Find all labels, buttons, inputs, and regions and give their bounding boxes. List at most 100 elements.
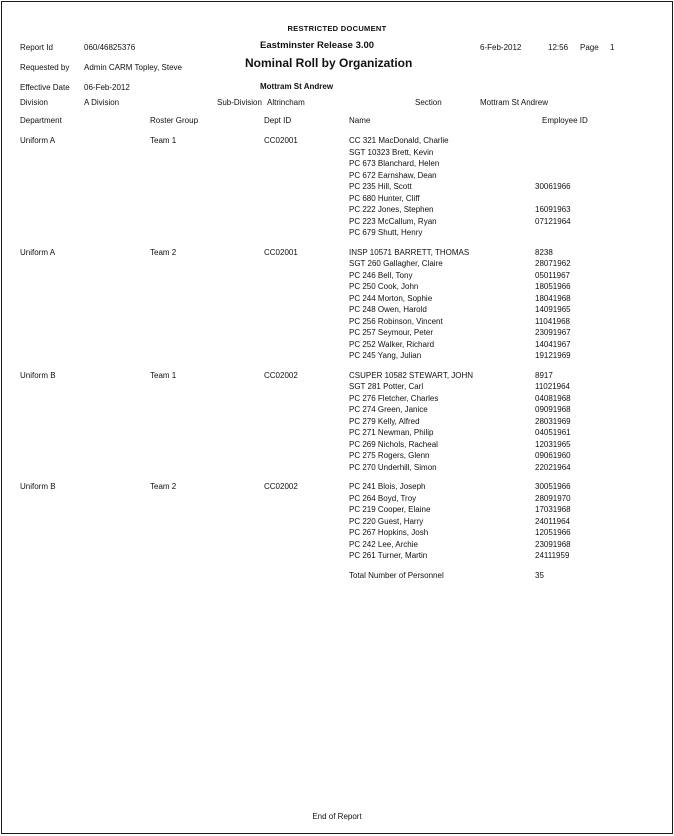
table-row: PC 269 Nichols, Racheal 12031965 xyxy=(2,440,672,452)
name-cell: CC 321 MacDonald, Charlie xyxy=(349,136,449,145)
table-row: PC 245 Yang, Julian 19121969 xyxy=(2,351,672,363)
name-cell: SGT 10323 Brett, Kevin xyxy=(349,147,434,157)
employee-id-cell: 05011967 xyxy=(535,270,570,280)
total-row: Total Number of Personnel 35 xyxy=(2,571,672,583)
employee-id-cell: 24111959 xyxy=(535,551,570,560)
section-value: Mottram St Andrew xyxy=(480,98,549,107)
name-cell: PC 246 Bell, Tony xyxy=(349,270,413,280)
table-row: PC 679 Shutt, Henry xyxy=(2,228,672,240)
employee-id-cell: 28031969 xyxy=(535,416,571,426)
name-cell: PC 222 Jones, Stephen xyxy=(349,205,434,214)
table-row: PC 242 Lee, Archie 23091968 xyxy=(2,540,672,552)
table-row: PC 223 McCallum, Ryan 07121964 xyxy=(2,217,672,229)
name-cell: PC 276 Fletcher, Charles xyxy=(349,393,439,403)
division-label: Division xyxy=(20,98,49,107)
requested-by-label: Requested by xyxy=(20,63,70,72)
roster-group-cell: Team 1 xyxy=(150,370,177,380)
table-row: Uniform B Team 2 CC02002 PC 241 Blois, Jose… xyxy=(2,482,672,494)
table-row: PC 261 Turner, Martin 24111959 xyxy=(2,551,672,563)
name-cell: PC 673 Blanchard, Helen xyxy=(349,159,440,168)
sub-division-label: Sub-Division xyxy=(217,98,262,107)
employee-id-cell: 19121969 xyxy=(535,351,571,360)
name-cell: PC 679 Shutt, Henry xyxy=(349,228,423,237)
employee-id-cell: 14091965 xyxy=(535,305,571,314)
department-cell: Uniform B xyxy=(20,482,56,491)
name-cell: CSUPER 10582 STEWART, JOHN xyxy=(349,370,474,380)
report-table: Uniform A Team 1 CC02001 CC 321 MacDonald, … xyxy=(2,136,672,582)
personnel-groups: Uniform A Team 1 CC02001 CC 321 MacDonald, … xyxy=(2,136,672,563)
table-row: PC 680 Hunter, Cliff xyxy=(2,194,672,206)
table-row: PC 222 Jones, Stephen 16091963 xyxy=(2,205,672,217)
employee-id-cell: 18041968 xyxy=(535,293,571,303)
employee-id-cell: 22021964 xyxy=(535,462,571,472)
table-row: SGT 281 Potter, Carl 11021964 xyxy=(2,382,672,394)
name-cell: PC 275 Rogers, Glenn xyxy=(349,451,430,460)
employee-id-cell: 14041967 xyxy=(535,339,571,349)
employee-id-cell: 28071962 xyxy=(535,259,571,268)
name-cell: PC 250 Cook, John xyxy=(349,282,419,291)
table-row: Uniform B Team 1 CC02002 CSUPER 10582 STEWA… xyxy=(2,371,672,383)
table-row: Uniform A Team 2 CC02001 INSP 10571 BARRETT… xyxy=(2,248,672,260)
employee-id-cell: 16091963 xyxy=(535,205,571,214)
name-cell: PC 257 Seymour, Peter xyxy=(349,328,434,337)
page-number: 1 xyxy=(610,43,615,52)
table-row: PC 270 Underhill, Simon 22021964 xyxy=(2,463,672,475)
col-header-dept-id: Dept ID xyxy=(264,116,292,125)
section-label: Section xyxy=(415,98,442,107)
name-cell: PC 256 Robinson, Vincent xyxy=(349,316,443,326)
name-cell: PC 219 Cooper, Elaine xyxy=(349,505,431,514)
department-cell: Uniform A xyxy=(20,247,56,257)
personnel-group: Uniform B Team 1 CC02002 CSUPER 10582 STEWA… xyxy=(2,371,672,475)
name-cell: PC 220 Guest, Harry xyxy=(349,516,424,526)
employee-id-cell: 12031965 xyxy=(535,439,571,449)
name-cell: INSP 10571 BARRETT, THOMAS xyxy=(349,247,470,257)
name-cell: PC 271 Newman, Philip xyxy=(349,428,434,437)
department-cell: Uniform A xyxy=(20,136,56,145)
table-row: PC 673 Blanchard, Helen xyxy=(2,159,672,171)
col-header-roster-group: Roster Group xyxy=(150,116,199,125)
page-label: Page xyxy=(580,43,599,52)
dept-id-cell: CC02001 xyxy=(264,247,298,257)
name-cell: PC 223 McCallum, Ryan xyxy=(349,216,437,226)
roster-group-cell: Team 2 xyxy=(150,247,177,257)
employee-id-cell: 23091967 xyxy=(535,328,571,337)
roster-group-cell: Team 1 xyxy=(150,136,177,145)
report-id-label: Report Id xyxy=(20,43,53,52)
dept-id-cell: CC02001 xyxy=(264,136,298,145)
employee-id-cell: 8238 xyxy=(535,247,553,257)
name-cell: PC 269 Nichols, Racheal xyxy=(349,439,438,449)
end-of-report: End of Report xyxy=(312,812,362,821)
division-value: A Division xyxy=(84,98,120,107)
table-row: PC 256 Robinson, Vincent 11041968 xyxy=(2,317,672,329)
table-row: PC 275 Rogers, Glenn 09061960 xyxy=(2,451,672,463)
report-id-value: 060/46825376 xyxy=(84,43,136,52)
employee-id-cell: 30061966 xyxy=(535,182,571,191)
employee-id-cell: 12051966 xyxy=(535,528,571,537)
table-row: PC 276 Fletcher, Charles 04081968 xyxy=(2,394,672,406)
sub-division-value: Altrincham xyxy=(267,98,305,107)
table-row: PC 257 Seymour, Peter 23091967 xyxy=(2,328,672,340)
requested-by-value: Admin CARM Topley, Steve xyxy=(84,63,182,72)
name-cell: PC 279 Kelly, Alfred xyxy=(349,416,420,426)
table-row: PC 279 Kelly, Alfred 28031969 xyxy=(2,417,672,429)
name-cell: PC 267 Hopkins, Josh xyxy=(349,528,429,537)
classification-banner: RESTRICTED DOCUMENT xyxy=(287,24,387,33)
table-row: PC 220 Guest, Harry 24011964 xyxy=(2,517,672,529)
report-title: Nominal Roll by Organization xyxy=(245,56,413,70)
name-cell: PC 242 Lee, Archie xyxy=(349,539,418,549)
personnel-group: Uniform A Team 2 CC02001 INSP 10571 BARRETT… xyxy=(2,248,672,363)
name-cell: SGT 281 Potter, Carl xyxy=(349,382,424,391)
name-cell: PC 270 Underhill, Simon xyxy=(349,462,437,472)
table-row: PC 267 Hopkins, Josh 12051966 xyxy=(2,528,672,540)
employee-id-cell: 07121964 xyxy=(535,216,571,226)
total-label: Total Number of Personnel xyxy=(349,570,444,580)
report-date: 6-Feb-2012 xyxy=(480,43,522,52)
employee-id-cell: 04081968 xyxy=(535,393,571,403)
effective-date-label: Effective Date xyxy=(20,83,70,92)
name-cell: PC 261 Turner, Martin xyxy=(349,551,428,560)
name-cell: PC 248 Owen, Harold xyxy=(349,305,427,314)
table-row: PC 274 Green, Janice 09091968 xyxy=(2,405,672,417)
table-row: PC 246 Bell, Tony 05011967 xyxy=(2,271,672,283)
table-row: SGT 260 Gallagher, Claire 28071962 xyxy=(2,259,672,271)
name-cell: PC 264 Boyd, Troy xyxy=(349,493,417,503)
